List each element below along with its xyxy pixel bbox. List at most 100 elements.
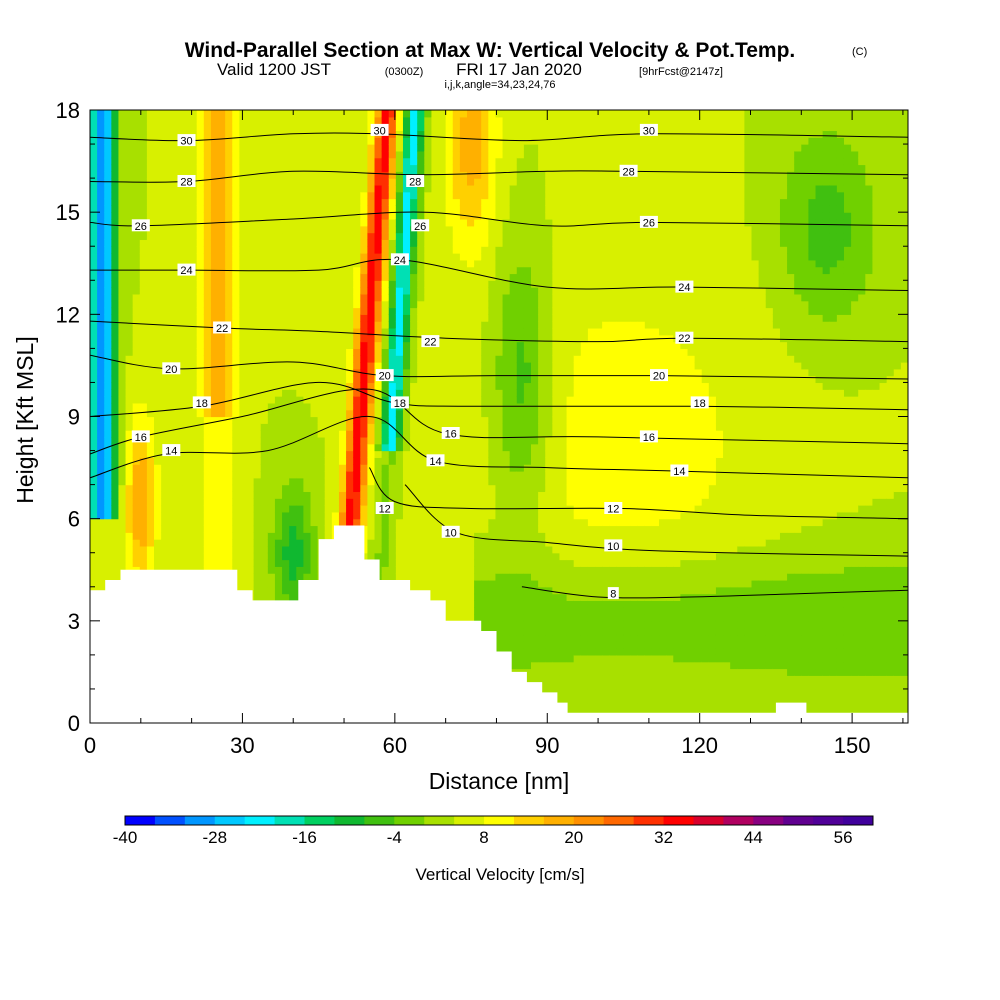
colorbar-tick-label: -4 — [387, 828, 402, 847]
contour-label: 26 — [411, 219, 430, 233]
colorbar-swatch — [843, 816, 874, 825]
colorbar-swatch — [274, 816, 306, 825]
chart-title: Wind-Parallel Section at Max W: Vertical… — [185, 39, 796, 62]
isentrope-30 — [90, 132, 908, 142]
contour-label: 16 — [441, 427, 460, 441]
isentrope-26 — [90, 211, 908, 227]
contour-label: 14 — [670, 464, 689, 478]
terrain-mask — [90, 525, 908, 723]
colorbar-swatch — [454, 816, 485, 825]
colorbar-swatch — [484, 816, 515, 825]
valid-utc-label: (0300Z) — [385, 66, 424, 78]
contour-label: 10 — [441, 525, 460, 539]
forecast-label: [9hrFcst@2147z] — [639, 66, 723, 78]
grid-indices-label: i,j,k,angle=34,23,24,76 — [444, 79, 555, 91]
colorbar-title: Vertical Velocity [cm/s] — [415, 865, 584, 884]
isentrope-12 — [368, 467, 908, 520]
colorbar-tick-label: -40 — [113, 828, 138, 847]
y-tick-label: 9 — [68, 405, 80, 430]
y-tick-label: 12 — [56, 302, 80, 327]
y-tick-label: 0 — [68, 711, 80, 736]
colorbar-swatch — [394, 816, 425, 825]
copyright-mark: (C) — [852, 46, 867, 58]
colorbar-swatch — [753, 816, 784, 825]
colorbar-swatch — [633, 816, 665, 825]
contour-label: 30 — [370, 123, 389, 137]
axes: 0 30 60 90 120 150 0 3 6 9 12 15 18 — [56, 98, 908, 758]
contour-label: 20 — [375, 369, 394, 383]
colorbar-swatch — [334, 816, 365, 825]
y-tick-label: 6 — [68, 507, 80, 532]
x-tick-label: 120 — [681, 733, 718, 758]
colorbar-swatch — [813, 816, 844, 825]
colorbar-swatch — [663, 816, 694, 825]
y-axis-label: Height [Kft MSL] — [12, 336, 38, 503]
colorbar-swatch — [424, 816, 455, 825]
x-tick-label: 150 — [834, 733, 871, 758]
contour-label: 22 — [421, 335, 440, 349]
contour-label: 24 — [390, 253, 409, 267]
isentrope-24 — [90, 258, 908, 291]
y-tick-label: 3 — [68, 609, 80, 634]
contour-label: 18 — [390, 396, 409, 410]
colorbar-swatch — [603, 816, 635, 825]
colorbar-swatch — [723, 816, 754, 825]
x-tick-label: 0 — [84, 733, 96, 758]
contour-label: 12 — [604, 502, 623, 516]
colorbar-swatch — [693, 816, 724, 825]
colorbar-swatch — [244, 816, 276, 825]
contour-label: 20 — [162, 362, 181, 376]
colorbar-swatch — [184, 816, 216, 825]
contour-label: 28 — [406, 175, 425, 189]
contour-label: 22 — [213, 321, 232, 335]
contour-label: 20 — [650, 369, 668, 383]
contour-label: 24 — [675, 280, 694, 294]
colorbar-swatch — [543, 816, 575, 825]
contour-label: 28 — [619, 164, 638, 178]
colorbar-tick-label: 44 — [744, 828, 763, 847]
contour-label: 14 — [426, 454, 445, 468]
colorbar-tick-label: -28 — [203, 828, 228, 847]
colorbar-swatch — [154, 816, 186, 825]
colorbar-swatch — [364, 816, 395, 825]
y-tick-label: 15 — [56, 200, 80, 225]
colorbar-swatch — [214, 816, 246, 825]
contour-label: 26 — [131, 219, 150, 233]
colorbar-swatch — [783, 816, 814, 825]
valid-date-label: FRI 17 Jan 2020 — [456, 60, 582, 79]
contour-label: 28 — [177, 175, 196, 189]
contour-label: 18 — [690, 396, 709, 410]
colorbar-tick-label: 8 — [479, 828, 488, 847]
colorbar-swatch — [573, 816, 605, 825]
contour-label: 22 — [675, 331, 694, 345]
colorbar-tick-label: 20 — [564, 828, 583, 847]
colorbar-swatch — [125, 816, 156, 825]
colorbar-swatch — [304, 816, 335, 825]
terrain-layer — [90, 525, 908, 723]
valid-time-label: Valid 1200 JST — [217, 60, 331, 79]
x-axis-label: Distance [nm] — [429, 768, 570, 794]
contour-label: 10 — [604, 539, 623, 553]
colorbar-swatch — [513, 816, 545, 825]
colorbar-tick-label: -16 — [292, 828, 317, 847]
contour-labels: 8 10 10 12 12 14 14 14 16 16 16 18 18 18 20 20 20 22 22 22 2… — [131, 123, 709, 601]
contour-label: 30 — [177, 134, 196, 148]
colorbar: -40 -28 -16 -4 8 20 32 44 56 — [113, 815, 874, 847]
contour-label: 14 — [162, 444, 181, 458]
contour-label: 18 — [192, 396, 211, 410]
x-tick-label: 30 — [230, 733, 254, 758]
contour-label: 24 — [177, 263, 196, 277]
isentrope-28 — [90, 170, 908, 183]
colorbar-tick-label: 56 — [834, 828, 853, 847]
contour-label: 26 — [639, 215, 658, 229]
x-tick-label: 90 — [535, 733, 559, 758]
contour-label: 8 — [607, 587, 619, 601]
x-tick-label: 60 — [383, 733, 407, 758]
colorbar-tick-label: 32 — [654, 828, 673, 847]
contour-label: 12 — [375, 502, 394, 516]
contour-label: 30 — [639, 123, 658, 137]
contour-label: 16 — [131, 430, 150, 444]
plot-area: 8 10 10 12 12 14 14 14 16 16 16 18 18 18 20 20 20 22 22 22 2… — [90, 110, 908, 723]
y-tick-label: 18 — [56, 98, 80, 123]
